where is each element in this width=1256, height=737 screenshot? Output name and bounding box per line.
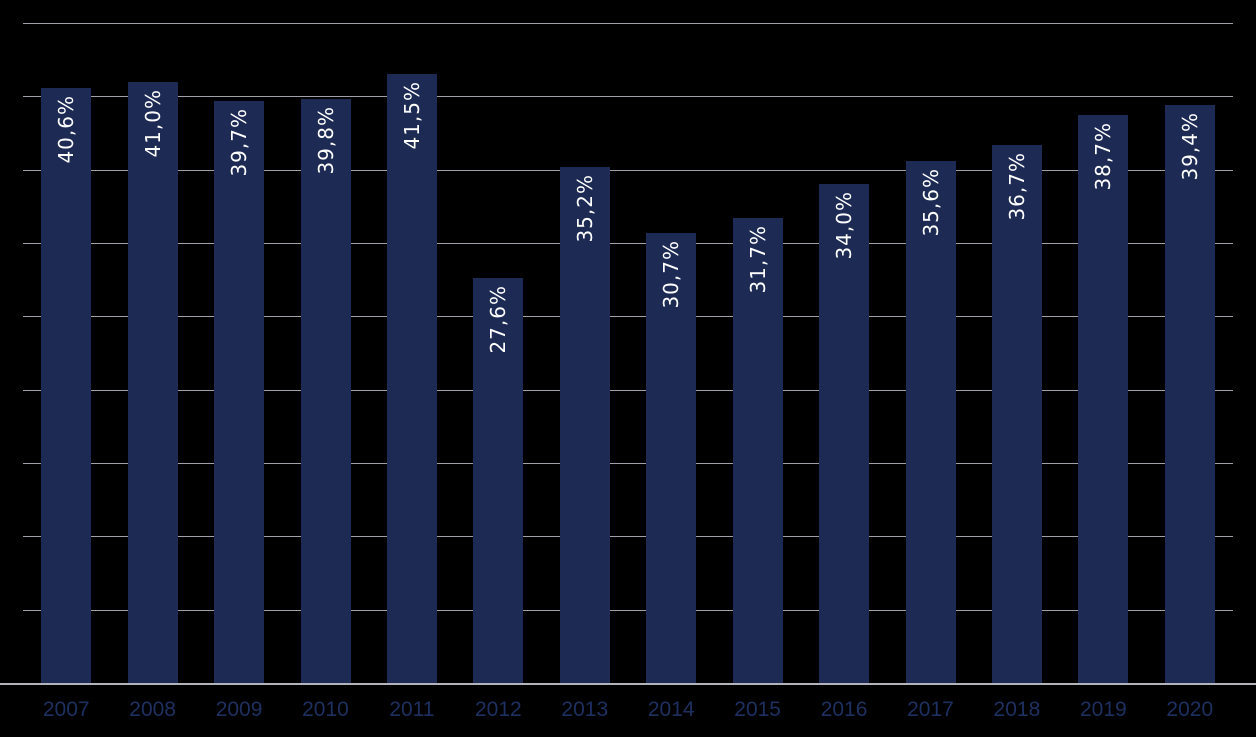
gridline bbox=[23, 463, 1233, 464]
bar-2016: 34,0% bbox=[819, 184, 870, 683]
bar-2009: 39,7% bbox=[214, 100, 265, 683]
gridline bbox=[23, 96, 1233, 98]
x-axis-label-2020: 2020 bbox=[1166, 698, 1214, 721]
x-axis-label-2019: 2019 bbox=[1079, 698, 1127, 721]
x-axis-label-2017: 2017 bbox=[907, 698, 954, 721]
bar-2020: 39,4% bbox=[1164, 105, 1215, 683]
x-axis-label-2015: 2015 bbox=[734, 698, 781, 721]
bar-2007: 40,6% bbox=[41, 87, 92, 683]
x-axis-label-2010: 2010 bbox=[302, 698, 349, 721]
bar-value-label: 39,8% bbox=[313, 106, 338, 175]
bar-value-label: 31,7% bbox=[745, 225, 770, 294]
gridline bbox=[23, 536, 1233, 538]
gridline bbox=[23, 389, 1233, 391]
bar-2011: 41,5% bbox=[386, 74, 437, 683]
bar-value-label: 34,0% bbox=[832, 191, 857, 260]
gridline bbox=[23, 243, 1233, 244]
x-axis-label-2008: 2008 bbox=[129, 698, 176, 721]
x-axis-label-2012: 2012 bbox=[474, 698, 522, 721]
x-axis-label-2018: 2018 bbox=[993, 698, 1041, 721]
bar-value-label: 27,6% bbox=[486, 285, 511, 354]
bar-2017: 35,6% bbox=[905, 160, 956, 683]
bar-2018: 36,7% bbox=[991, 144, 1042, 683]
x-axis-label-2016: 2016 bbox=[820, 698, 868, 721]
gridline bbox=[23, 609, 1233, 611]
bar-value-label: 38,7% bbox=[1091, 122, 1116, 191]
x-axis-label-2011: 2011 bbox=[389, 698, 435, 721]
bar-value-label: 39,4% bbox=[1177, 112, 1202, 181]
x-axis-line bbox=[0, 683, 1256, 685]
bar-2012: 27,6% bbox=[473, 278, 524, 683]
bar-2013: 35,2% bbox=[559, 166, 610, 683]
gridline bbox=[23, 23, 1233, 24]
bar-2008: 41,0% bbox=[127, 81, 178, 683]
bar-value-label: 41,5% bbox=[399, 81, 424, 150]
x-axis-label-2013: 2013 bbox=[561, 698, 609, 721]
x-axis-label-2014: 2014 bbox=[647, 698, 695, 721]
bar-2019: 38,7% bbox=[1078, 115, 1129, 683]
bar-2010: 39,8% bbox=[300, 99, 351, 683]
bar-value-label: 35,2% bbox=[572, 173, 597, 243]
bar-value-label: 39,7% bbox=[227, 107, 252, 177]
x-axis-label-2007: 2007 bbox=[42, 698, 90, 721]
bar-value-label: 41,0% bbox=[140, 88, 165, 158]
bar-2014: 30,7% bbox=[646, 232, 697, 683]
x-axis-label-2009: 2009 bbox=[215, 698, 263, 721]
bar-value-label: 30,7% bbox=[659, 239, 684, 309]
bar-value-label: 36,7% bbox=[1004, 151, 1029, 221]
bar-2015: 31,7% bbox=[732, 218, 783, 683]
bar-value-label: 35,6% bbox=[918, 167, 943, 237]
gridline bbox=[23, 169, 1233, 171]
bar-value-label: 40,6% bbox=[54, 94, 79, 164]
gridline bbox=[23, 316, 1233, 318]
